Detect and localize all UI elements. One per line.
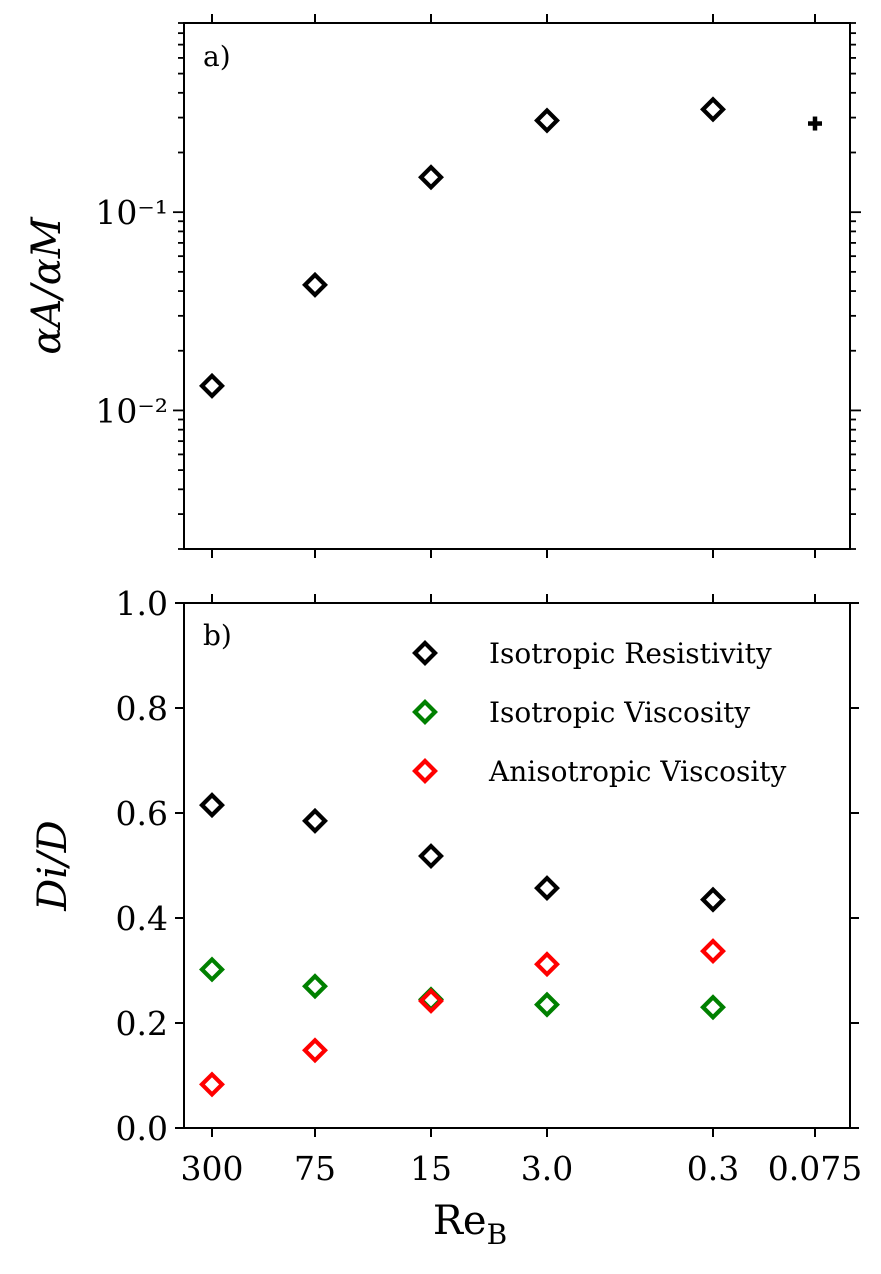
data-point (418, 843, 444, 870)
panel-a-frame (183, 22, 851, 550)
legend-label: Isotropic Resistivity (489, 637, 772, 670)
panel-label-a: a) (203, 40, 231, 73)
data-point (700, 886, 726, 913)
y-tick-label: 0.4 (116, 899, 168, 938)
x-tick-label: 300 (181, 1149, 244, 1188)
y-tick-label: 0.2 (116, 1004, 168, 1043)
y-tick-label: 0.8 (116, 689, 168, 728)
y-axis-title-a: αA/αM (24, 216, 70, 354)
panel-b-frame (183, 602, 851, 1129)
x-tick-label: 75 (294, 1149, 336, 1188)
y-tick-label: 10⁻² (95, 391, 168, 430)
data-point (534, 107, 560, 134)
legend-marker (412, 699, 438, 725)
data-point (700, 938, 726, 965)
data-point (302, 973, 328, 1000)
legend-label: Isotropic Viscosity (489, 696, 750, 729)
data-point (199, 1071, 225, 1098)
legend-marker (412, 758, 438, 784)
x-tick-label: 0.075 (768, 1149, 862, 1188)
x-tick-label: 3.0 (521, 1149, 573, 1188)
data-point (418, 164, 444, 191)
data-point (302, 271, 328, 298)
data-point (700, 96, 726, 123)
data-point (199, 792, 225, 819)
x-tick-label: 15 (410, 1149, 452, 1188)
data-point (534, 875, 560, 902)
legend: Isotropic Resistivity Isotropic Viscosity… (488, 637, 787, 788)
data-point (302, 1037, 328, 1064)
data-point (302, 807, 328, 834)
x-axis-title: ReB (433, 1198, 507, 1251)
x-tick-label: 0.3 (687, 1149, 739, 1188)
y-tick-label: 1.0 (116, 584, 168, 623)
panel-label-b: b) (203, 619, 232, 652)
data-point (534, 951, 560, 978)
data-point (199, 372, 225, 399)
y-tick-label: 0.6 (116, 794, 168, 833)
data-point (700, 994, 726, 1021)
legend-marker (412, 640, 438, 666)
y-axis-title-b: Di/D (30, 820, 76, 911)
x-axis-title-subscript: B (487, 1218, 508, 1251)
data-point-plus (808, 116, 822, 131)
panel-a: 10⁻¹ 10⁻² αA/αM a) (24, 14, 861, 558)
legend-label: Anisotropic Viscosity (488, 755, 787, 788)
panel-b: 300 75 15 3.0 0.3 0.075 0.0 0.2 0.4 0.6 0.8 1.0 Di/D… (30, 584, 862, 1251)
data-point (199, 956, 225, 983)
data-point (534, 991, 560, 1018)
y-tick-label: 0.0 (116, 1109, 168, 1148)
data-point (418, 987, 444, 1014)
y-tick-label: 10⁻¹ (95, 193, 168, 232)
x-axis-title-main: Re (433, 1198, 487, 1244)
